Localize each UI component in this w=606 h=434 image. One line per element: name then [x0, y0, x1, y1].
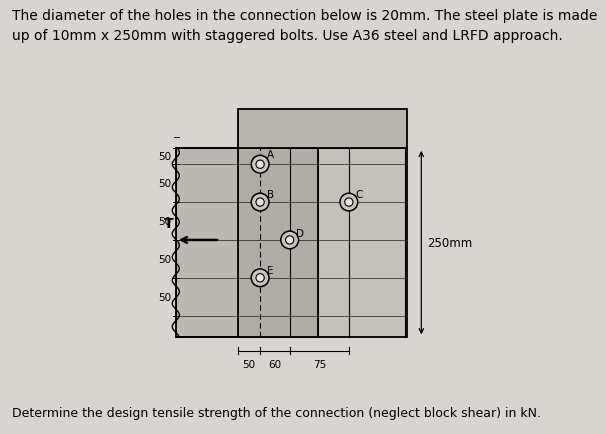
Text: C: C	[355, 189, 363, 199]
Bar	[238, 148, 407, 338]
Circle shape	[256, 198, 264, 207]
Bar	[238, 148, 318, 338]
Circle shape	[345, 198, 353, 207]
Circle shape	[285, 236, 294, 244]
Text: 50: 50	[158, 292, 171, 302]
Circle shape	[251, 156, 269, 174]
Text: A: A	[267, 150, 274, 160]
Circle shape	[256, 274, 264, 282]
Text: 50: 50	[158, 217, 171, 227]
Text: D: D	[296, 228, 304, 238]
Text: 60: 60	[268, 359, 281, 369]
Bar	[176, 148, 318, 338]
Circle shape	[251, 270, 269, 287]
Text: E: E	[267, 266, 273, 276]
Bar	[238, 110, 407, 148]
Circle shape	[256, 161, 264, 169]
Text: The diameter of the holes in the connection below is 20mm. The steel plate is ma: The diameter of the holes in the connect…	[12, 9, 598, 43]
Text: 50: 50	[158, 179, 171, 189]
Text: Determine the design tensile strength of the connection (neglect block shear) in: Determine the design tensile strength of…	[12, 406, 541, 419]
Text: B: B	[267, 189, 274, 199]
Text: 50: 50	[158, 152, 171, 162]
Text: 50: 50	[242, 359, 256, 369]
Circle shape	[251, 194, 269, 211]
Text: 75: 75	[313, 359, 326, 369]
Circle shape	[340, 194, 358, 211]
Text: 50: 50	[158, 254, 171, 264]
Circle shape	[281, 231, 299, 249]
Text: T: T	[164, 217, 173, 230]
Text: 250mm: 250mm	[427, 237, 472, 250]
